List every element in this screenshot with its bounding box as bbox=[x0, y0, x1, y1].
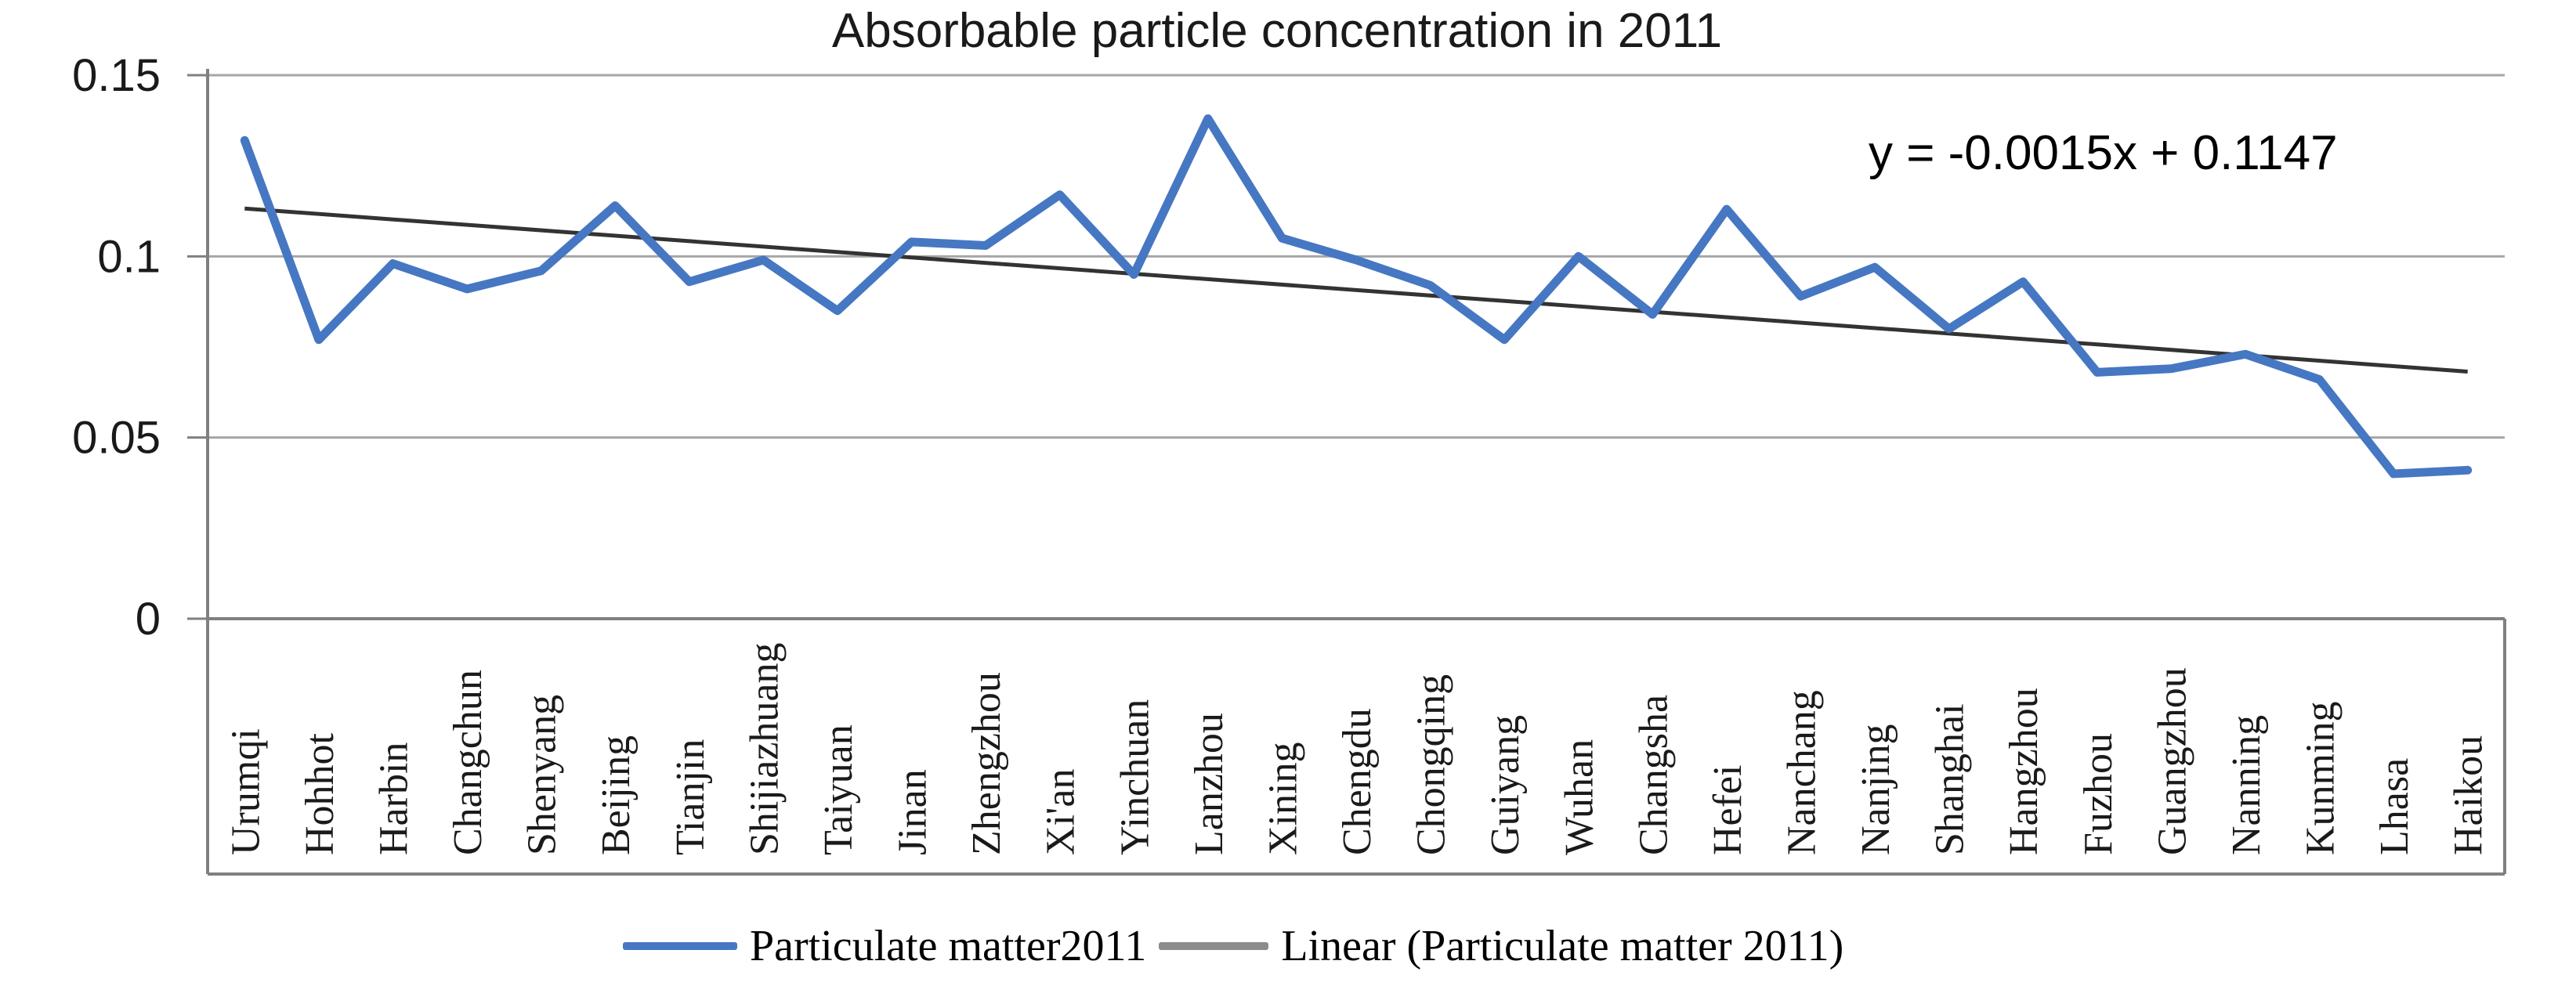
x-axis-category-label: Hefei bbox=[1706, 765, 1750, 855]
trend-legend-label: Linear (Particulate matter 2011) bbox=[1281, 922, 1844, 970]
x-axis-category-label: Nanjing bbox=[1854, 724, 1898, 855]
x-axis-category-label: Guiyang bbox=[1483, 715, 1528, 855]
series-legend-label: Particulate matter2011 bbox=[750, 922, 1147, 970]
x-axis-category-label: Chongqing bbox=[1409, 674, 1454, 855]
chart-title: Absorbable particle concentration in 201… bbox=[831, 4, 1723, 58]
trend-line bbox=[244, 206, 2468, 374]
x-axis-category-label: Urumqi bbox=[223, 728, 268, 855]
x-axis-category-label: Changchun bbox=[446, 670, 490, 855]
x-axis-category-label: Shenyang bbox=[520, 695, 565, 855]
trend-line-swatch bbox=[1159, 942, 1269, 950]
x-axis-category-label: Fuzhou bbox=[2076, 733, 2121, 855]
series-line-swatch bbox=[623, 942, 737, 950]
legend-item-trend: Linear (Particulate matter 2011) bbox=[1159, 921, 1843, 971]
x-axis-category-label: Xi'an bbox=[1039, 769, 1084, 855]
trendline-equation-label: y = -0.0015x + 0.1147 bbox=[1869, 126, 2338, 180]
x-axis-category-label: Nanning bbox=[2224, 715, 2269, 855]
y-axis-tick-label: 0.1 bbox=[97, 231, 161, 282]
series-line bbox=[240, 114, 2473, 479]
x-axis-category-label: Shanghai bbox=[1928, 703, 1973, 855]
x-axis-category-label: Haikou bbox=[2447, 735, 2491, 855]
x-axis-category-label: Xining bbox=[1261, 742, 1305, 855]
x-axis-category-label: Changsha bbox=[1631, 695, 1676, 855]
y-axis-tick-label: 0.05 bbox=[72, 413, 161, 464]
legend-item-series: Particulate matter2011 bbox=[623, 921, 1146, 971]
x-axis-category-label: Yinchuan bbox=[1113, 699, 1157, 855]
x-axis-category-label: Wuhan bbox=[1558, 739, 1602, 855]
y-axis-tick-label: 0 bbox=[136, 594, 161, 645]
x-axis-category-label: Taiyuan bbox=[816, 724, 861, 855]
x-axis-category-label: Hohhot bbox=[298, 732, 342, 855]
x-axis-category-label: Guangzhou bbox=[2150, 667, 2194, 855]
x-axis-category-label: Beijing bbox=[594, 735, 639, 855]
y-axis-tick-label: 0.15 bbox=[72, 50, 161, 101]
x-axis-category-label: Chengdu bbox=[1335, 708, 1380, 855]
x-axis-category-label: Jinan bbox=[891, 769, 935, 855]
x-axis-category-label: Nanchang bbox=[1779, 690, 1824, 855]
x-axis-category-label: Shijiazhuang bbox=[742, 642, 787, 855]
x-axis-category-label: Lhasa bbox=[2372, 758, 2417, 855]
x-axis-category-label: Harbin bbox=[371, 742, 416, 855]
x-axis-category-label: Kunming bbox=[2299, 702, 2343, 855]
legend: Particulate matter2011 Linear (Particula… bbox=[623, 916, 1843, 976]
x-axis-category-label: Lanzhou bbox=[1187, 713, 1232, 855]
x-axis-category-label: Tianjin bbox=[668, 739, 713, 855]
x-axis-category-label: Zhengzhou bbox=[964, 672, 1009, 855]
x-axis-category-label: Hangzhou bbox=[2002, 688, 2046, 855]
